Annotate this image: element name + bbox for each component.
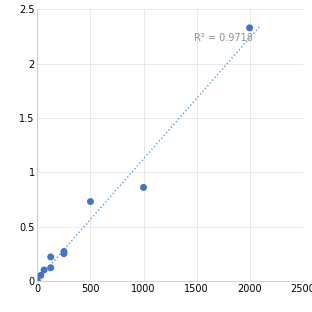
Point [48, 265, 53, 270]
Point [35, 278, 40, 283]
Point [61, 251, 66, 256]
Text: R² = 0.9718: R² = 0.9718 [194, 33, 253, 43]
Point [38, 273, 43, 278]
Point [48, 254, 53, 259]
Point [88, 199, 93, 204]
Point [41, 267, 46, 272]
Point [247, 25, 252, 30]
Point [61, 249, 66, 254]
Point [141, 185, 146, 190]
